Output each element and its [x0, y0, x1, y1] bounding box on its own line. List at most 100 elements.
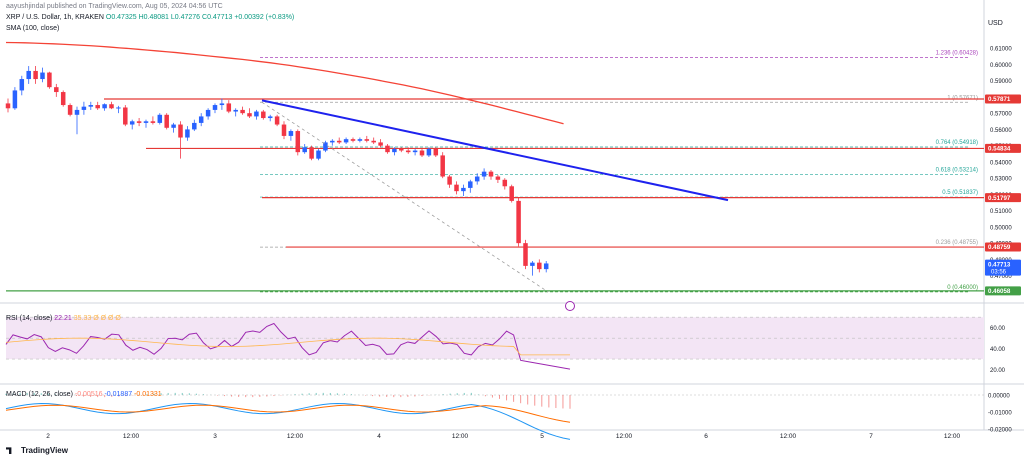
candle-body	[523, 243, 528, 266]
tradingview-logo-icon	[6, 447, 12, 455]
candle-body	[150, 121, 156, 123]
currency-label: USD	[988, 20, 1003, 27]
rsi-ma-line	[5, 337, 570, 356]
price-tag	[985, 193, 1021, 203]
candle-body	[143, 121, 149, 123]
candle-body	[247, 113, 252, 117]
candle-body	[323, 142, 328, 151]
sma-line	[5, 41, 564, 125]
candle-body	[447, 176, 452, 185]
price-tag-countdown: 03:56	[991, 270, 1007, 276]
rsi-line	[5, 322, 571, 370]
candle-body	[19, 79, 25, 91]
candle-body	[461, 187, 466, 192]
y-tick-label: 0.59000	[990, 79, 1012, 85]
candle-body	[440, 155, 445, 177]
candle-body	[129, 121, 135, 125]
ohlc-values: O0.47325 H0.48081 L0.47276 C0.47713 +0.0…	[105, 14, 295, 21]
candle-body	[495, 176, 501, 180]
candle-body	[192, 122, 197, 130]
tradingview-brand[interactable]: TradingView	[6, 446, 68, 455]
macd-signal-line	[5, 404, 571, 423]
y-tick-label: 0.47000	[990, 274, 1012, 280]
candle-body	[88, 105, 94, 107]
fibonacci-levels: 1.236 (0.60428) 1 (0.57671) 0.764 (0.54918…	[260, 50, 978, 293]
x-tick-label: 7	[869, 433, 873, 440]
candle-body	[509, 186, 514, 201]
price-tag-label: 0.47713	[988, 261, 1011, 268]
price-axis: 0.610000.600000.590000.580000.570000.560…	[985, 47, 1021, 296]
candle-body	[357, 139, 363, 141]
candle-body	[198, 116, 204, 123]
fib-level-label: 0.5 (0.51837)	[942, 190, 978, 196]
candle-body	[288, 131, 294, 136]
candle-body	[226, 103, 232, 112]
published-by: aayushjindal published on TradingView.co…	[6, 3, 223, 10]
x-tick-label: 12:00	[123, 433, 140, 440]
x-tick-label: 6	[704, 433, 708, 440]
rsi-tick-label: 60.00	[990, 326, 1006, 332]
candle-body	[330, 140, 335, 143]
x-tick-label: 4	[377, 433, 381, 440]
candle-body	[26, 70, 31, 80]
candle-body	[543, 263, 549, 270]
fib-level-label: 1 (0.57671)	[947, 95, 978, 101]
candle-body	[5, 103, 11, 109]
candle-body	[281, 124, 287, 136]
candle-body	[185, 129, 190, 138]
y-tick-label: 0.51000	[990, 209, 1012, 215]
candle-body	[171, 124, 176, 128]
candle-body	[364, 139, 370, 141]
candle-body	[67, 105, 73, 115]
x-tick-label: 12:00	[452, 433, 469, 440]
candle-body	[109, 104, 114, 109]
candle-body	[343, 139, 349, 143]
candle-body	[309, 147, 314, 159]
candle-body	[12, 90, 18, 109]
x-tick-label: 5	[540, 433, 544, 440]
candle-body	[474, 176, 480, 182]
candle-body	[102, 104, 107, 109]
bearish-trend-line	[261, 99, 729, 202]
candle-body	[60, 92, 66, 106]
price-tag-label: 0.57871	[988, 96, 1011, 103]
support-resistance-lines	[6, 98, 984, 292]
candle-body	[261, 111, 266, 119]
candle-body	[433, 148, 439, 156]
candle-body	[205, 109, 211, 117]
macd-tick-label: -0.02000	[988, 428, 1012, 434]
rsi-tick-label: 20.00	[990, 368, 1006, 374]
x-tick-label: 3	[213, 433, 217, 440]
candle-body	[40, 72, 45, 80]
candle-body	[537, 262, 542, 270]
macd-tick-label: -0.01000	[988, 411, 1012, 417]
time-axis: 2 12:00 3 12:00 4 12:00 5 12:00 6 12:00 7 12:00	[46, 433, 960, 440]
candle-body	[419, 150, 425, 156]
price-tag	[985, 94, 1021, 104]
x-tick-label: 12:00	[287, 433, 304, 440]
price-tag-label: 0.51797	[988, 195, 1011, 202]
fib-level-label: 0 (0.46000)	[947, 285, 978, 291]
sma-legend: SMA (100, close)	[6, 25, 60, 32]
x-tick-label: 2	[46, 433, 50, 440]
symbol-ohlc: XRP / U.S. Dollar, 1h, KRAKEN O0.47325 H…	[6, 14, 294, 21]
y-tick-label: 0.50000	[990, 225, 1012, 231]
price-tag	[985, 286, 1021, 296]
candle-body	[123, 107, 128, 125]
candle-body	[405, 150, 411, 153]
candle-body	[54, 87, 59, 93]
price-tag-label: 0.54834	[988, 146, 1011, 153]
candle-body	[385, 145, 390, 153]
price-tag-label: 0.48759	[988, 244, 1011, 251]
candle-body	[426, 148, 432, 156]
y-tick-label: 0.56000	[990, 128, 1012, 134]
candle-body	[116, 107, 121, 109]
macd-tick-label: 0.00000	[988, 394, 1010, 400]
candle-body	[219, 103, 225, 106]
fib-level-label: 0.618 (0.53214)	[936, 168, 978, 174]
macd-legend: MACD (12, 26, close) -0.00516 -0.01887 -…	[6, 391, 162, 398]
rsi-legend: RSI (14, close) 22.21 35.33 Ø Ø Ø Ø	[6, 315, 121, 322]
candle-body	[454, 184, 459, 192]
candle-body	[274, 116, 280, 125]
